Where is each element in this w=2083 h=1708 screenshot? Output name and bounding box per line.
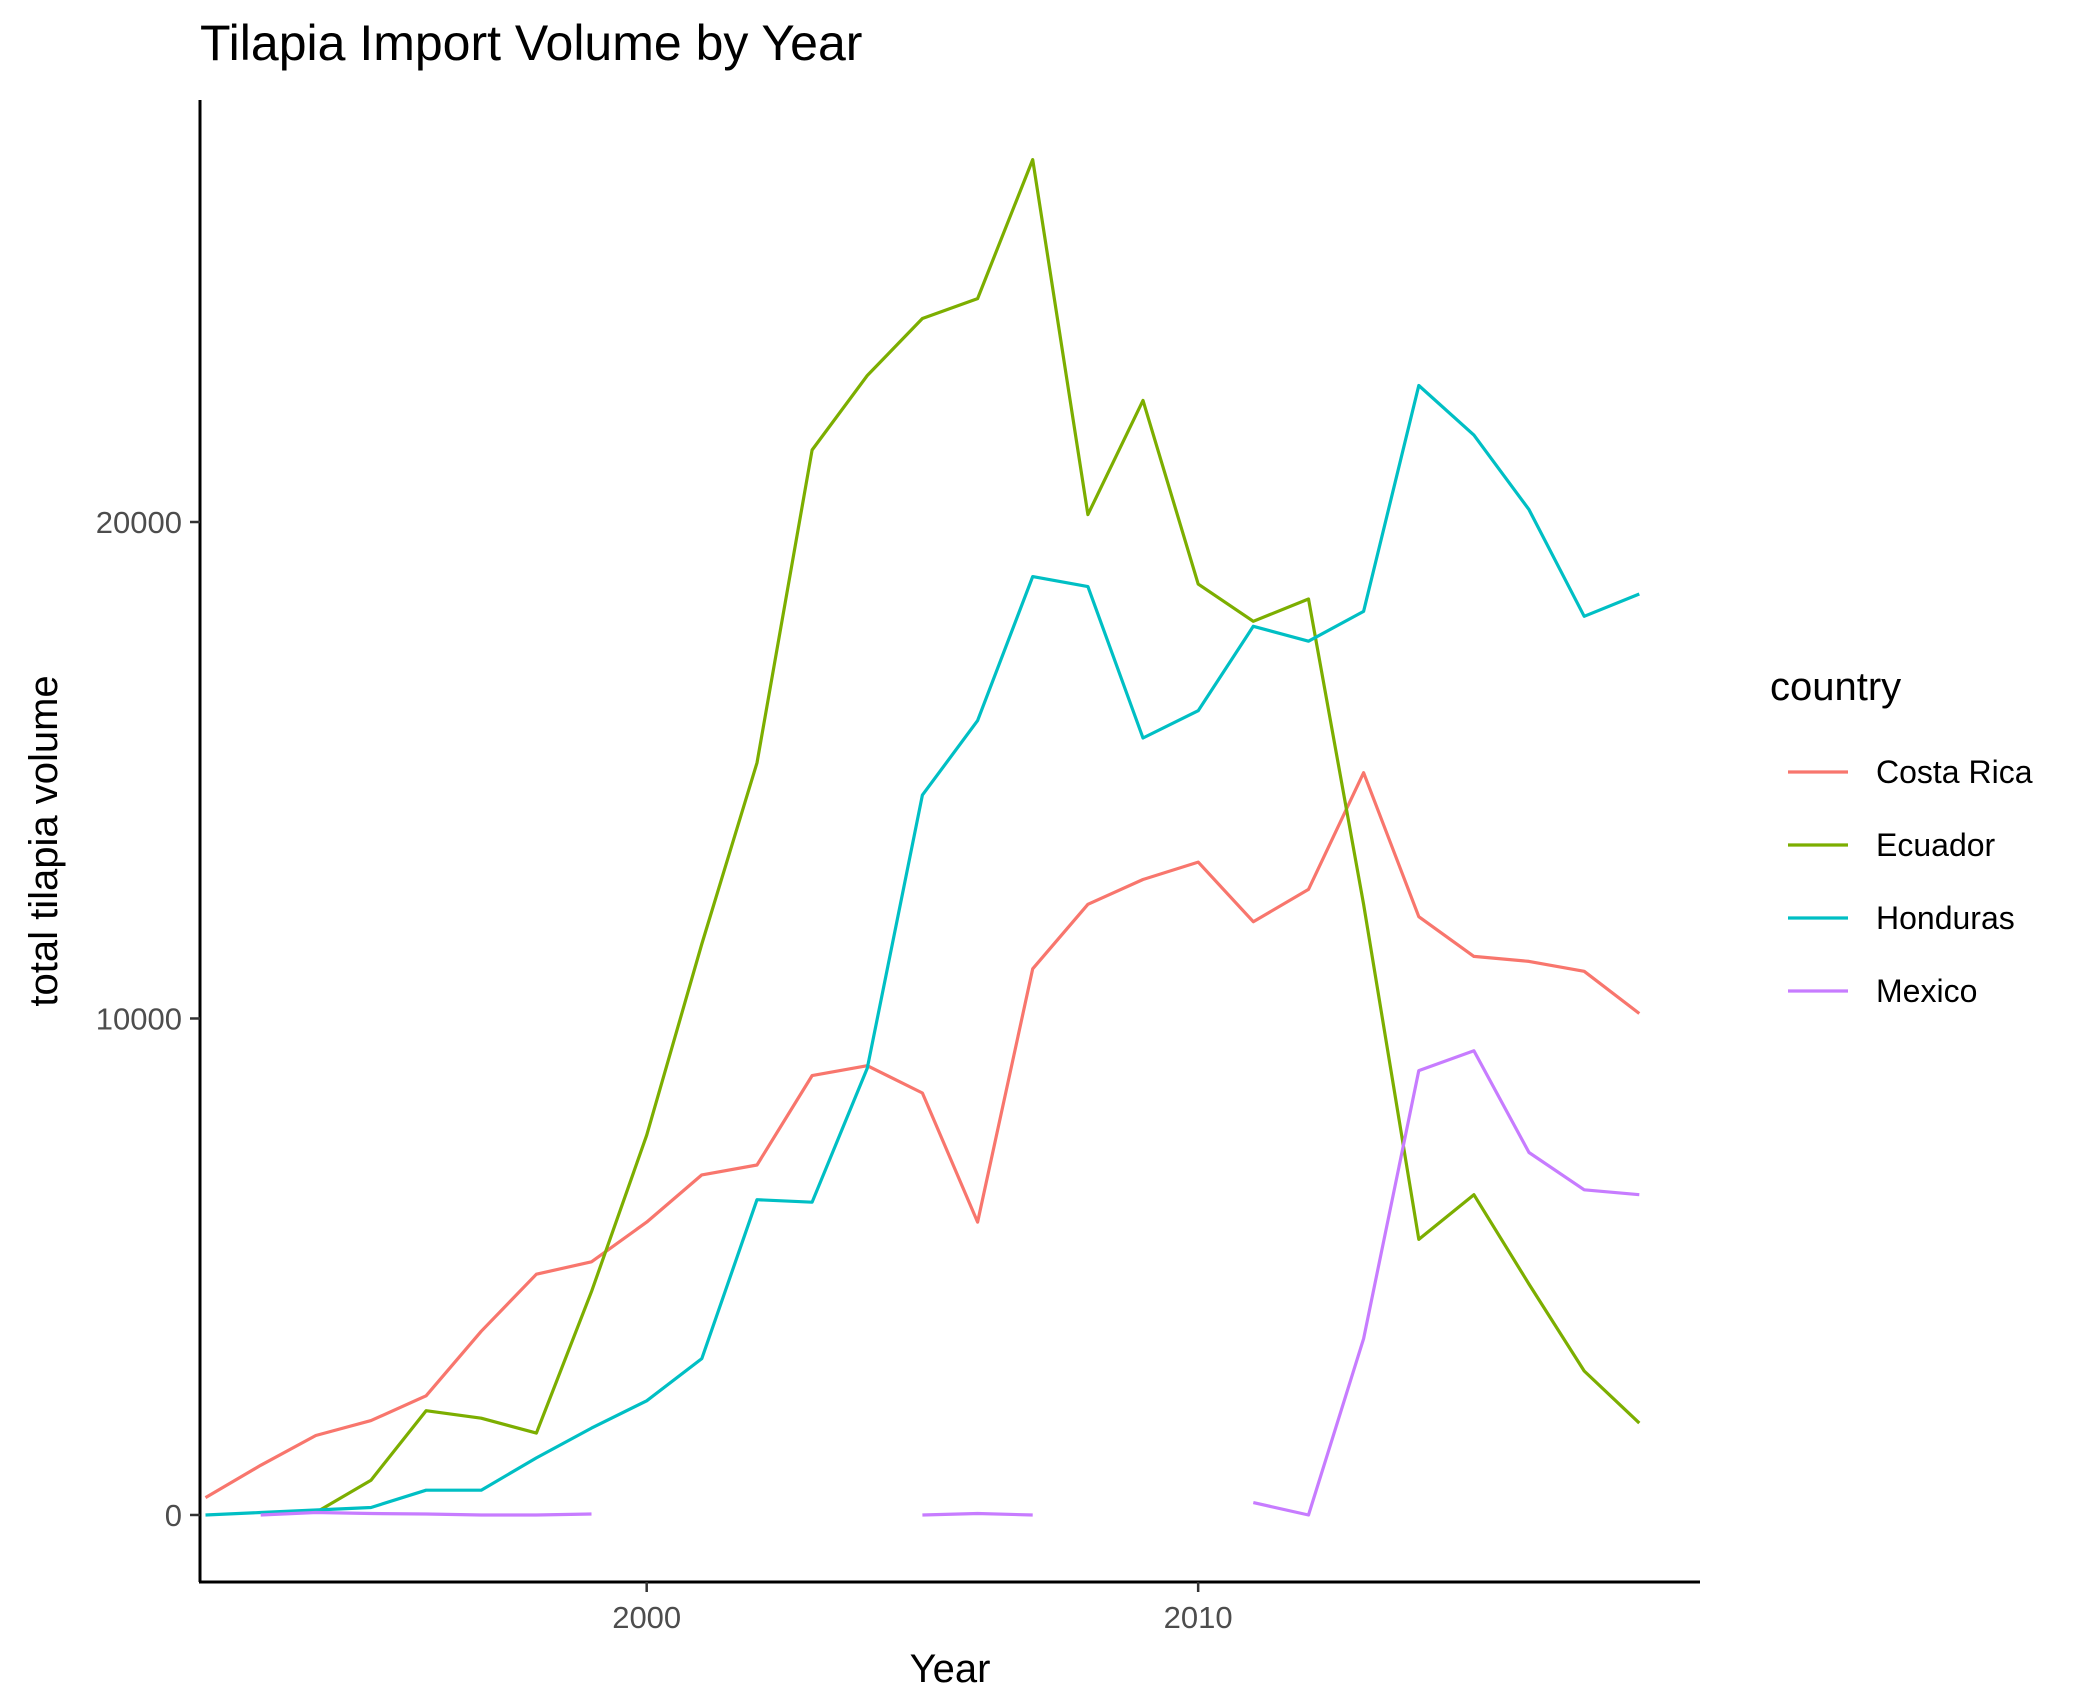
y-tick-label: 10000	[96, 1001, 182, 1036]
legend-label-ecuador: Ecuador	[1876, 827, 1996, 863]
x-tick-label: 2000	[612, 1600, 681, 1635]
x-axis-title: Year	[910, 1647, 991, 1691]
legend-label-honduras: Honduras	[1876, 900, 2015, 936]
x-ticks: 2000 2010	[612, 1582, 1233, 1635]
legend-title: country	[1770, 665, 1901, 709]
legend: country Costa Rica Ecuador Honduras Mexico	[1770, 665, 2033, 1009]
plot-area: 2000 2010 0 10000 20000	[96, 100, 1700, 1635]
y-tick-label: 20000	[96, 505, 182, 540]
series-line-mexico-segment-1	[922, 1511, 1033, 1517]
y-axis-title: total tilapia volume	[22, 675, 66, 1006]
series-line-ecuador-segment-0	[314, 158, 1641, 1514]
series-line-honduras-segment-0	[205, 383, 1640, 1517]
legend-label-mexico: Mexico	[1876, 973, 1977, 1009]
y-ticks: 0 10000 20000	[96, 505, 200, 1533]
series-line-mexico-segment-0	[260, 1510, 592, 1517]
legend-label-costa-rica: Costa Rica	[1876, 754, 2033, 790]
series-line-mexico-segment-2	[1252, 1049, 1640, 1517]
series-lines	[204, 158, 1641, 1517]
y-tick-label: 0	[165, 1498, 182, 1533]
chart-title: Tilapia Import Volume by Year	[200, 15, 862, 71]
series-line-costa-rica-segment-0	[204, 771, 1641, 1499]
legend-items: Costa Rica Ecuador Honduras Mexico	[1788, 754, 2033, 1009]
x-tick-label: 2010	[1164, 1600, 1233, 1635]
